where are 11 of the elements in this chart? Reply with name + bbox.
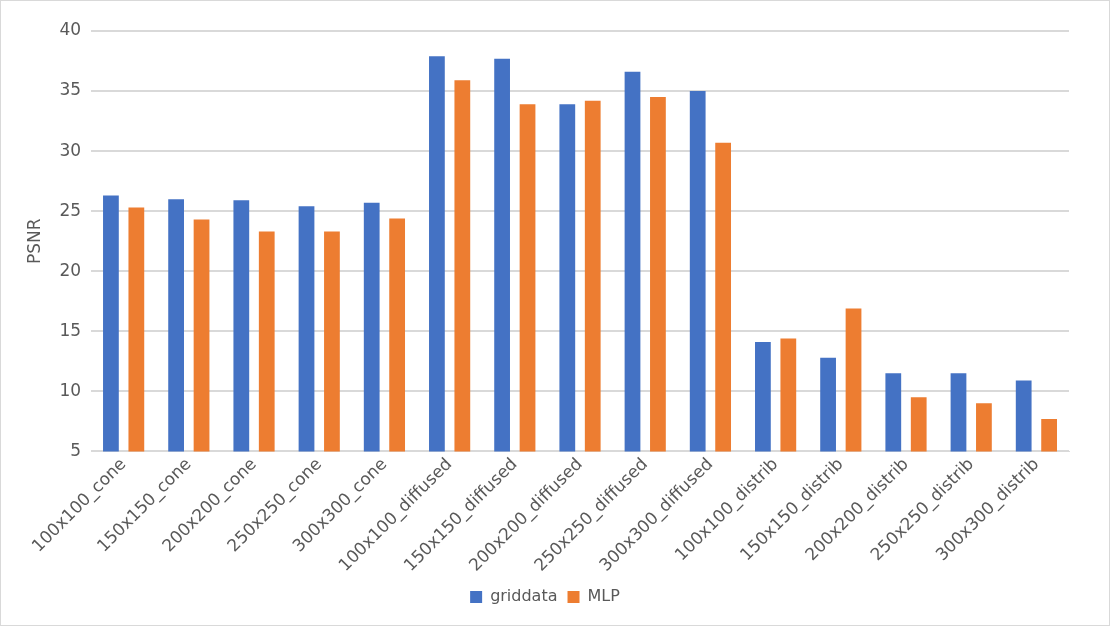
y-tick-label: 35 bbox=[59, 79, 82, 100]
legend-label: MLP bbox=[587, 586, 621, 606]
y-tick-label: 25 bbox=[59, 199, 82, 220]
y-axis-title: PSNR bbox=[23, 218, 44, 264]
y-tick-label: 15 bbox=[59, 319, 82, 340]
legend-label: griddata bbox=[490, 586, 558, 606]
y-tick-label: 5 bbox=[70, 439, 82, 460]
y-tick-label: 10 bbox=[59, 379, 82, 400]
y-tick-label: 40 bbox=[59, 19, 82, 40]
y-tick-label: 20 bbox=[59, 259, 82, 280]
y-tick-label: 30 bbox=[59, 139, 82, 160]
